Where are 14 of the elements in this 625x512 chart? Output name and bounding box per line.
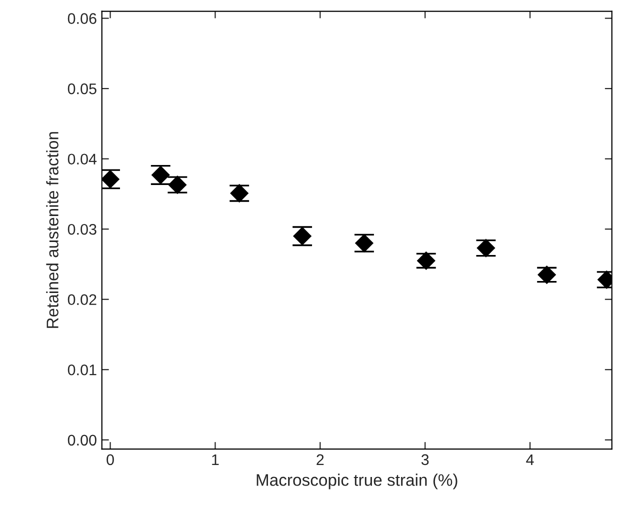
y-tick-label: 0.04 (68, 154, 97, 165)
x-tick-label: 1 (212, 454, 219, 465)
y-tick-label: 0.01 (68, 364, 96, 376)
y-tick-label: 0.03 (68, 224, 96, 235)
x-axis-title: Macroscopic true strain (%) (256, 474, 458, 490)
y-tick-label: 0.00 (68, 434, 96, 446)
y-axis-title: Retained austenite fraction (46, 132, 58, 328)
y-tick-label: 0.06 (68, 13, 96, 24)
y-tick-label: 0.05 (68, 83, 96, 94)
y-tick-label: 0.02 (68, 294, 96, 306)
x-tick-label: 2 (316, 454, 324, 465)
x-tick-label: 3 (421, 454, 429, 466)
x-tick-label: 4 (526, 454, 534, 465)
x-tick-label: 0 (106, 454, 114, 466)
